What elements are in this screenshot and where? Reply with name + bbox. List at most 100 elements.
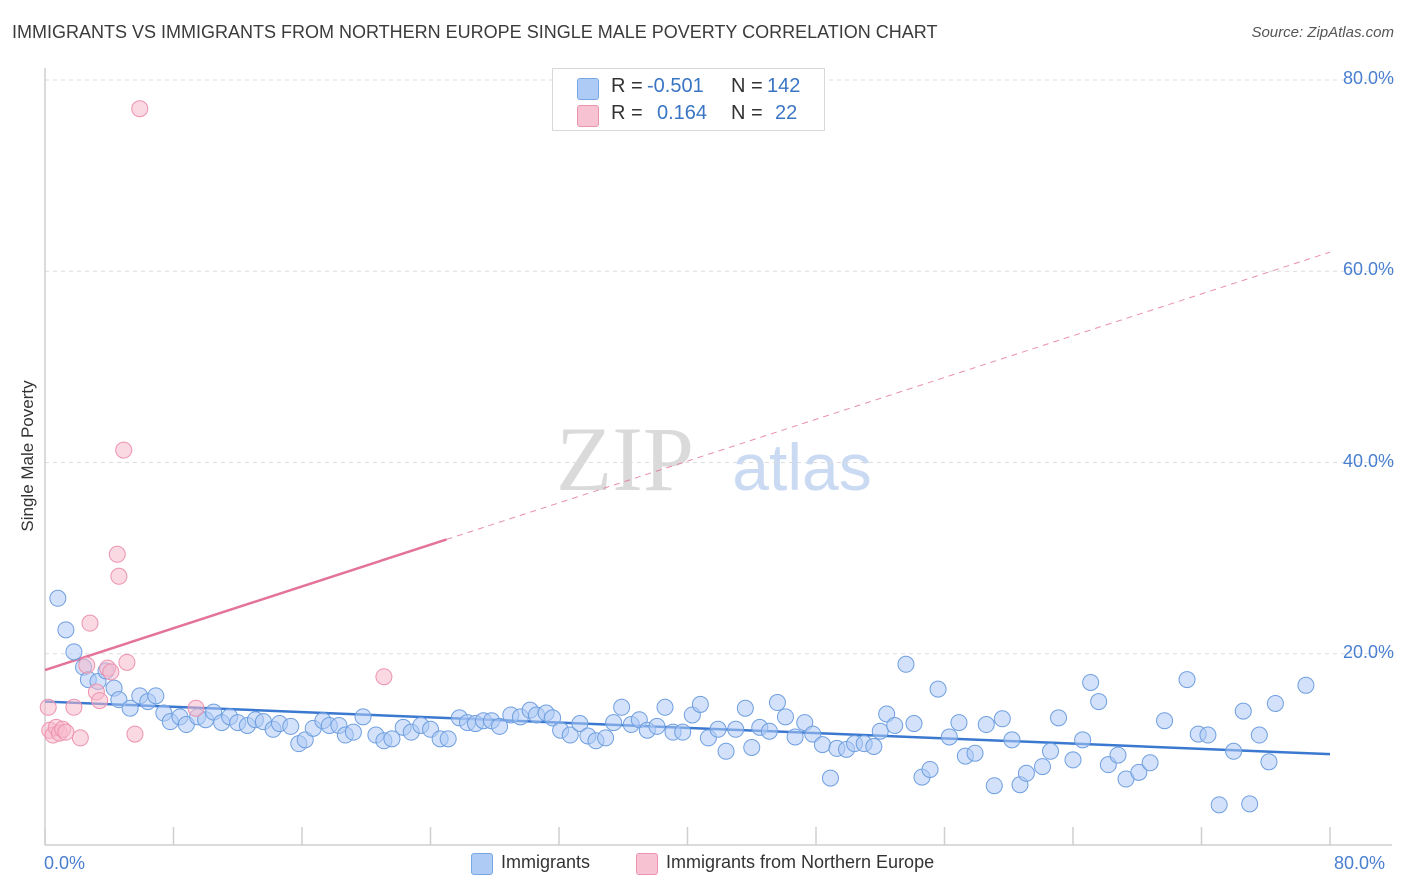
point-immigrants bbox=[760, 722, 778, 740]
point-immigrants bbox=[1064, 751, 1082, 769]
point-immigrants bbox=[49, 589, 67, 607]
point-immigrants bbox=[950, 714, 968, 732]
point-immigrants bbox=[905, 715, 923, 733]
point-immigrants bbox=[1033, 758, 1051, 776]
trend-line-1 bbox=[44, 538, 447, 672]
point-immigrants bbox=[1003, 731, 1021, 749]
point-immigrants bbox=[1234, 702, 1252, 720]
point-northern-europe bbox=[126, 725, 144, 743]
point-immigrants bbox=[1042, 742, 1060, 760]
point-immigrants bbox=[865, 738, 883, 756]
y-tick-label: 20.0% bbox=[1342, 641, 1394, 662]
watermark: ZIP atlas bbox=[556, 408, 872, 510]
point-northern-europe bbox=[108, 545, 126, 563]
point-immigrants bbox=[1178, 671, 1196, 689]
point-northern-europe bbox=[375, 668, 393, 686]
point-immigrants bbox=[544, 709, 562, 727]
point-immigrants bbox=[1050, 709, 1068, 727]
y-tick-label: 40.0% bbox=[1342, 450, 1394, 471]
point-immigrants bbox=[1210, 796, 1228, 814]
axes bbox=[44, 68, 1392, 846]
x-tick-label-max: 80.0% bbox=[1334, 853, 1386, 873]
watermark-atlas: atlas bbox=[732, 430, 871, 504]
legend-swatch-immigrants bbox=[471, 853, 493, 875]
point-immigrants bbox=[1199, 726, 1217, 744]
point-immigrants bbox=[940, 728, 958, 746]
point-immigrants bbox=[491, 717, 509, 735]
point-northern-europe bbox=[110, 567, 128, 585]
watermark-zip: ZIP bbox=[556, 408, 694, 510]
point-immigrants bbox=[804, 725, 822, 743]
point-immigrants bbox=[1297, 676, 1315, 694]
point-immigrants bbox=[656, 698, 674, 716]
point-northern-europe bbox=[78, 656, 96, 674]
point-immigrants bbox=[786, 728, 804, 746]
point-immigrants bbox=[1017, 764, 1035, 782]
point-immigrants bbox=[1266, 694, 1284, 712]
point-immigrants bbox=[743, 738, 761, 756]
stats-box: R = -0.501 N = 142 R = 0.164 N = 22 bbox=[552, 68, 825, 131]
point-immigrants bbox=[886, 716, 904, 734]
point-immigrants bbox=[1250, 726, 1268, 744]
point-immigrants bbox=[1156, 712, 1174, 730]
n-value-northern-europe: 22 bbox=[775, 102, 798, 124]
source-credit: Source: ZipAtlas.com bbox=[1251, 24, 1394, 41]
point-immigrants bbox=[727, 720, 745, 738]
point-northern-europe bbox=[115, 441, 133, 459]
point-immigrants bbox=[1141, 754, 1159, 772]
point-immigrants bbox=[977, 716, 995, 734]
point-immigrants bbox=[929, 680, 947, 698]
x-tick-label-min: 0.0% bbox=[44, 853, 86, 873]
point-northern-europe bbox=[131, 100, 149, 118]
point-immigrants bbox=[65, 643, 83, 661]
point-immigrants bbox=[966, 744, 984, 762]
point-immigrants bbox=[354, 708, 372, 726]
n-value-immigrants: 142 bbox=[767, 75, 801, 97]
point-northern-europe bbox=[118, 653, 136, 671]
point-immigrants bbox=[1225, 742, 1243, 760]
point-immigrants bbox=[1090, 693, 1108, 711]
r-label: R = bbox=[611, 75, 643, 97]
point-immigrants bbox=[383, 730, 401, 748]
point-immigrants bbox=[597, 729, 615, 747]
point-immigrants bbox=[147, 687, 165, 705]
point-northern-europe bbox=[102, 663, 120, 681]
swatch-northern-europe bbox=[577, 105, 599, 127]
r-value-immigrants: -0.501 bbox=[647, 75, 704, 97]
point-immigrants bbox=[1109, 746, 1127, 764]
point-immigrants bbox=[1130, 763, 1148, 781]
point-immigrants bbox=[709, 720, 727, 738]
point-immigrants bbox=[717, 742, 735, 760]
point-immigrants bbox=[821, 769, 839, 787]
chart-title: IMMIGRANTS VS IMMIGRANTS FROM NORTHERN E… bbox=[12, 22, 938, 42]
data-points bbox=[39, 100, 1315, 814]
point-immigrants bbox=[1260, 753, 1278, 771]
point-immigrants bbox=[993, 710, 1011, 728]
trend-line-extension-1 bbox=[446, 251, 1331, 540]
swatch-immigrants bbox=[577, 78, 599, 100]
point-immigrants bbox=[605, 714, 623, 732]
point-immigrants bbox=[110, 691, 128, 709]
point-immigrants bbox=[897, 655, 915, 673]
point-immigrants bbox=[921, 760, 939, 778]
point-immigrants bbox=[871, 722, 889, 740]
y-tick-label: 60.0% bbox=[1342, 259, 1394, 280]
point-immigrants bbox=[776, 708, 794, 726]
point-immigrants bbox=[1241, 795, 1259, 813]
y-tick-label: 80.0% bbox=[1342, 68, 1394, 88]
point-northern-europe bbox=[81, 614, 99, 632]
point-northern-europe bbox=[65, 698, 83, 716]
point-immigrants bbox=[57, 621, 75, 639]
point-immigrants bbox=[561, 726, 579, 744]
legend-label-immigrants: Immigrants bbox=[501, 852, 591, 872]
point-immigrants bbox=[768, 694, 786, 712]
r-label: R = bbox=[611, 102, 643, 124]
n-label: N = bbox=[731, 75, 763, 97]
point-immigrants bbox=[985, 777, 1003, 795]
point-immigrants bbox=[674, 723, 692, 741]
legend-swatch-northern-europe bbox=[636, 853, 658, 875]
grid-lines bbox=[45, 79, 1392, 655]
point-immigrants bbox=[648, 717, 666, 735]
point-northern-europe bbox=[57, 723, 75, 741]
